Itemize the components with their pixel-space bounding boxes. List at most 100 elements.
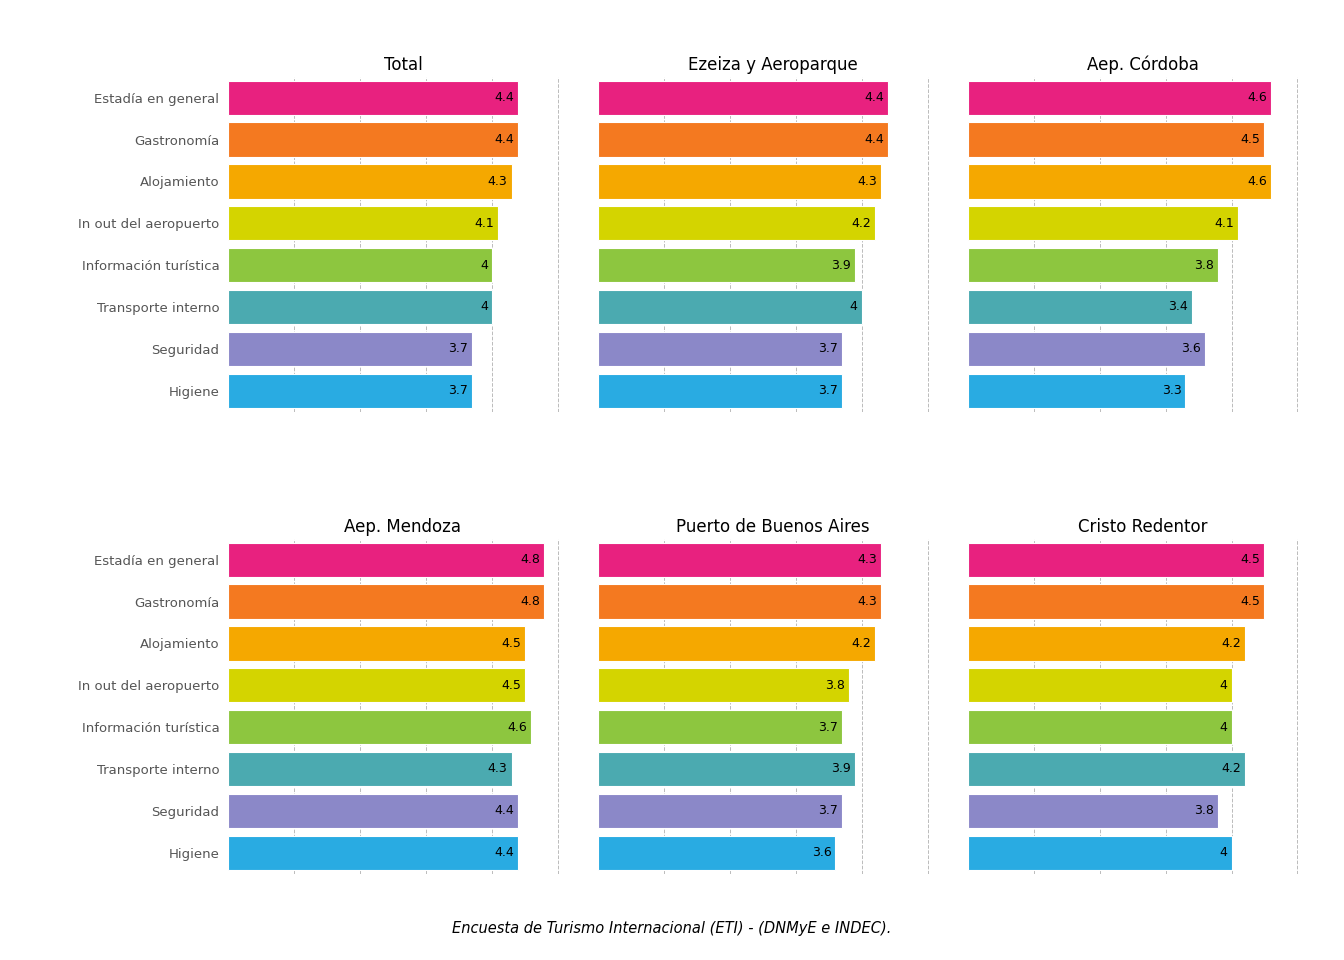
Title: Aep. Córdoba: Aep. Córdoba [1087, 56, 1199, 74]
Text: 3.6: 3.6 [812, 846, 832, 859]
Text: 3.7: 3.7 [449, 343, 468, 355]
Text: 4.4: 4.4 [495, 804, 515, 817]
Bar [228, 835, 519, 870]
Text: 4.1: 4.1 [474, 217, 495, 229]
Text: 3.9: 3.9 [832, 762, 851, 776]
Text: 3.8: 3.8 [825, 679, 844, 692]
Bar [598, 123, 888, 156]
Text: 4.3: 4.3 [857, 595, 878, 608]
Title: Aep. Mendoza: Aep. Mendoza [344, 517, 461, 536]
Text: 3.7: 3.7 [818, 343, 837, 355]
Text: 4: 4 [849, 300, 857, 314]
Text: 3.7: 3.7 [818, 804, 837, 817]
Text: 4.5: 4.5 [501, 636, 520, 650]
Bar [968, 626, 1245, 660]
Title: Puerto de Buenos Aires: Puerto de Buenos Aires [676, 517, 870, 536]
Text: 4: 4 [1220, 679, 1227, 692]
Bar [228, 752, 512, 786]
Bar [598, 290, 862, 324]
Bar [228, 331, 472, 366]
Bar [228, 290, 492, 324]
Bar [968, 81, 1271, 115]
Bar [598, 710, 841, 744]
Text: 4.4: 4.4 [495, 133, 515, 146]
Text: 4.3: 4.3 [488, 175, 508, 188]
Title: Cristo Redentor: Cristo Redentor [1078, 517, 1207, 536]
Bar [228, 206, 499, 240]
Bar [968, 248, 1219, 282]
Bar [968, 331, 1206, 366]
Text: 4.5: 4.5 [1241, 595, 1261, 608]
Bar [968, 164, 1271, 199]
Text: 4.8: 4.8 [520, 595, 540, 608]
Text: 4.5: 4.5 [1241, 553, 1261, 566]
Text: 4.4: 4.4 [495, 846, 515, 859]
Bar [598, 835, 836, 870]
Text: 3.7: 3.7 [449, 384, 468, 397]
Bar [228, 373, 472, 408]
Bar [598, 81, 888, 115]
Bar [228, 164, 512, 199]
Text: Encuesta de Turismo Internacional (ETI) - (DNMyE e INDEC).: Encuesta de Turismo Internacional (ETI) … [453, 921, 891, 936]
Bar [228, 248, 492, 282]
Text: 4.5: 4.5 [1241, 133, 1261, 146]
Bar [968, 835, 1231, 870]
Bar [968, 542, 1265, 577]
Text: 4.4: 4.4 [864, 91, 884, 105]
Bar [598, 626, 875, 660]
Bar [968, 752, 1245, 786]
Text: 4.6: 4.6 [1247, 91, 1267, 105]
Bar [968, 206, 1238, 240]
Bar [968, 123, 1265, 156]
Bar [228, 794, 519, 828]
Bar [968, 710, 1231, 744]
Text: 4.1: 4.1 [1215, 217, 1234, 229]
Bar [598, 206, 875, 240]
Text: 3.4: 3.4 [1168, 300, 1188, 314]
Text: 3.9: 3.9 [832, 258, 851, 272]
Bar [598, 331, 841, 366]
Text: 4.2: 4.2 [1220, 636, 1241, 650]
Text: 3.8: 3.8 [1195, 258, 1215, 272]
Text: 4.8: 4.8 [520, 553, 540, 566]
Bar [598, 542, 882, 577]
Bar [968, 794, 1219, 828]
Bar [968, 585, 1265, 619]
Bar [968, 290, 1192, 324]
Bar [598, 373, 841, 408]
Bar [598, 794, 841, 828]
Bar [228, 585, 544, 619]
Text: 4: 4 [1220, 721, 1227, 733]
Text: 4.4: 4.4 [864, 133, 884, 146]
Title: Ezeiza y Aeroparque: Ezeiza y Aeroparque [688, 56, 857, 74]
Text: 4: 4 [1220, 846, 1227, 859]
Text: 4.6: 4.6 [1247, 175, 1267, 188]
Text: 4: 4 [480, 300, 488, 314]
Bar [598, 585, 882, 619]
Bar [228, 668, 524, 703]
Bar [598, 752, 855, 786]
Bar [228, 542, 544, 577]
Bar [598, 668, 848, 703]
Bar [968, 668, 1231, 703]
Bar [228, 81, 519, 115]
Text: 4.4: 4.4 [495, 91, 515, 105]
Title: Total: Total [383, 56, 422, 74]
Text: 4.6: 4.6 [508, 721, 527, 733]
Text: 4.2: 4.2 [851, 217, 871, 229]
Text: 4.3: 4.3 [857, 553, 878, 566]
Text: 4.2: 4.2 [1220, 762, 1241, 776]
Bar [598, 164, 882, 199]
Text: 3.7: 3.7 [818, 721, 837, 733]
Bar [228, 710, 531, 744]
Text: 3.7: 3.7 [818, 384, 837, 397]
Text: 3.3: 3.3 [1161, 384, 1181, 397]
Bar [228, 123, 519, 156]
Text: 4.2: 4.2 [851, 636, 871, 650]
Bar [968, 373, 1185, 408]
Text: 3.6: 3.6 [1181, 343, 1202, 355]
Text: 4.3: 4.3 [857, 175, 878, 188]
Text: 4.5: 4.5 [501, 679, 520, 692]
Bar [228, 626, 524, 660]
Text: 4.3: 4.3 [488, 762, 508, 776]
